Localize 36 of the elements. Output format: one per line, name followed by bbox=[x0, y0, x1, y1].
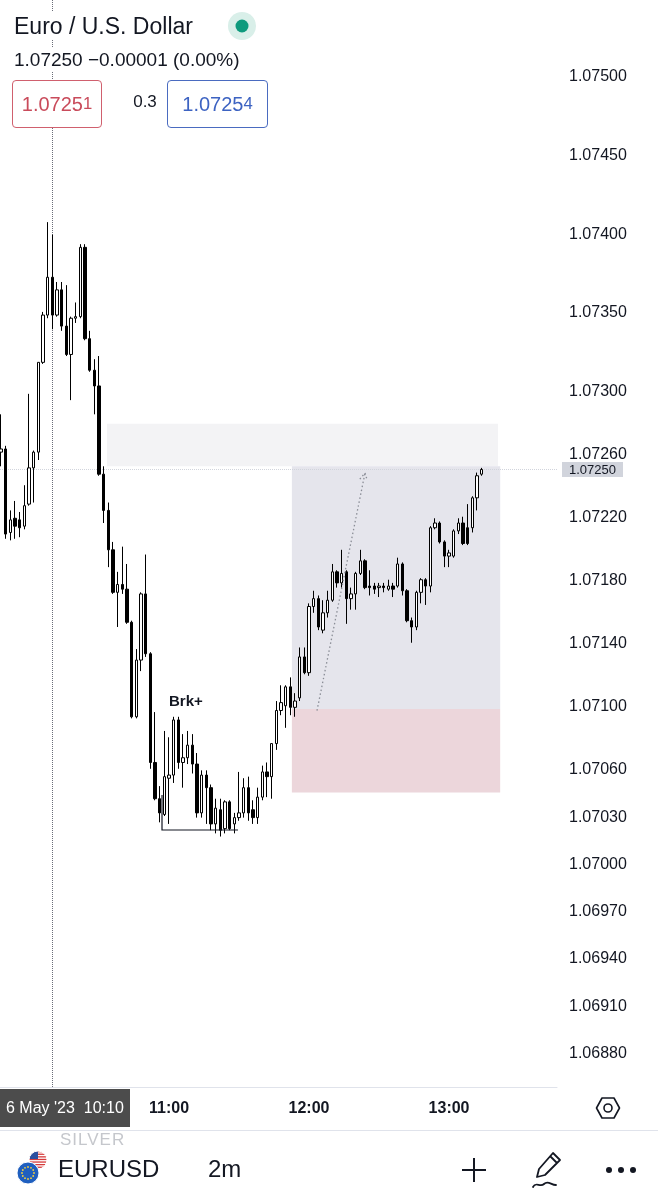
y-tick-label: 1.07030 bbox=[569, 807, 627, 825]
annotation: 0.3 bbox=[132, 92, 158, 112]
candlestick bbox=[298, 646, 301, 702]
candlestick bbox=[13, 500, 17, 540]
y-tick-label: 1.07220 bbox=[569, 508, 627, 526]
x-tick-label: 13:00 bbox=[428, 1098, 470, 1116]
y-tick-label: 1.07350 bbox=[569, 303, 627, 321]
candlestick bbox=[23, 484, 26, 530]
y-tick-label: 1.07000 bbox=[569, 854, 627, 872]
candlestick bbox=[223, 799, 227, 834]
y-tick-label: 1.07300 bbox=[569, 382, 627, 400]
candlestick bbox=[480, 467, 483, 477]
annotation: Brk+ bbox=[169, 692, 203, 710]
candlestick bbox=[377, 582, 381, 598]
candlestick bbox=[27, 393, 31, 507]
text: SILVER bbox=[60, 1130, 126, 1149]
y-tick-label: 1.07140 bbox=[569, 634, 627, 652]
y-tick-label: 1.06910 bbox=[569, 996, 627, 1014]
y-tick-label: 1.07060 bbox=[569, 760, 627, 778]
x-tick-label: 11:00 bbox=[148, 1098, 190, 1116]
text: 1.07250 −0.00001 (0.00%) bbox=[14, 48, 240, 72]
text: 2m bbox=[208, 1154, 242, 1184]
y-tick-label: 1.07450 bbox=[569, 145, 627, 163]
x-tick-label: 12:00 bbox=[288, 1098, 330, 1116]
y-tick-label: 1.07180 bbox=[569, 571, 627, 589]
text: EURUSD bbox=[58, 1154, 160, 1184]
y-tick-label: 1.07260 bbox=[569, 445, 627, 463]
y-tick-label: 1.06970 bbox=[569, 902, 627, 920]
text: Euro / U.S. Dollar bbox=[14, 12, 193, 40]
y-tick-label: 1.06880 bbox=[569, 1043, 627, 1061]
ref-line-label: 6 May '23 10:10 bbox=[0, 1089, 130, 1127]
y-tick-label: 1.07400 bbox=[569, 224, 627, 242]
y-tick-label: 1.06940 bbox=[569, 949, 627, 967]
ref-line-label: 1.07250 bbox=[569, 461, 616, 477]
y-tick-label: 1.07500 bbox=[569, 67, 627, 85]
y-tick-label: 1.07100 bbox=[569, 697, 627, 715]
